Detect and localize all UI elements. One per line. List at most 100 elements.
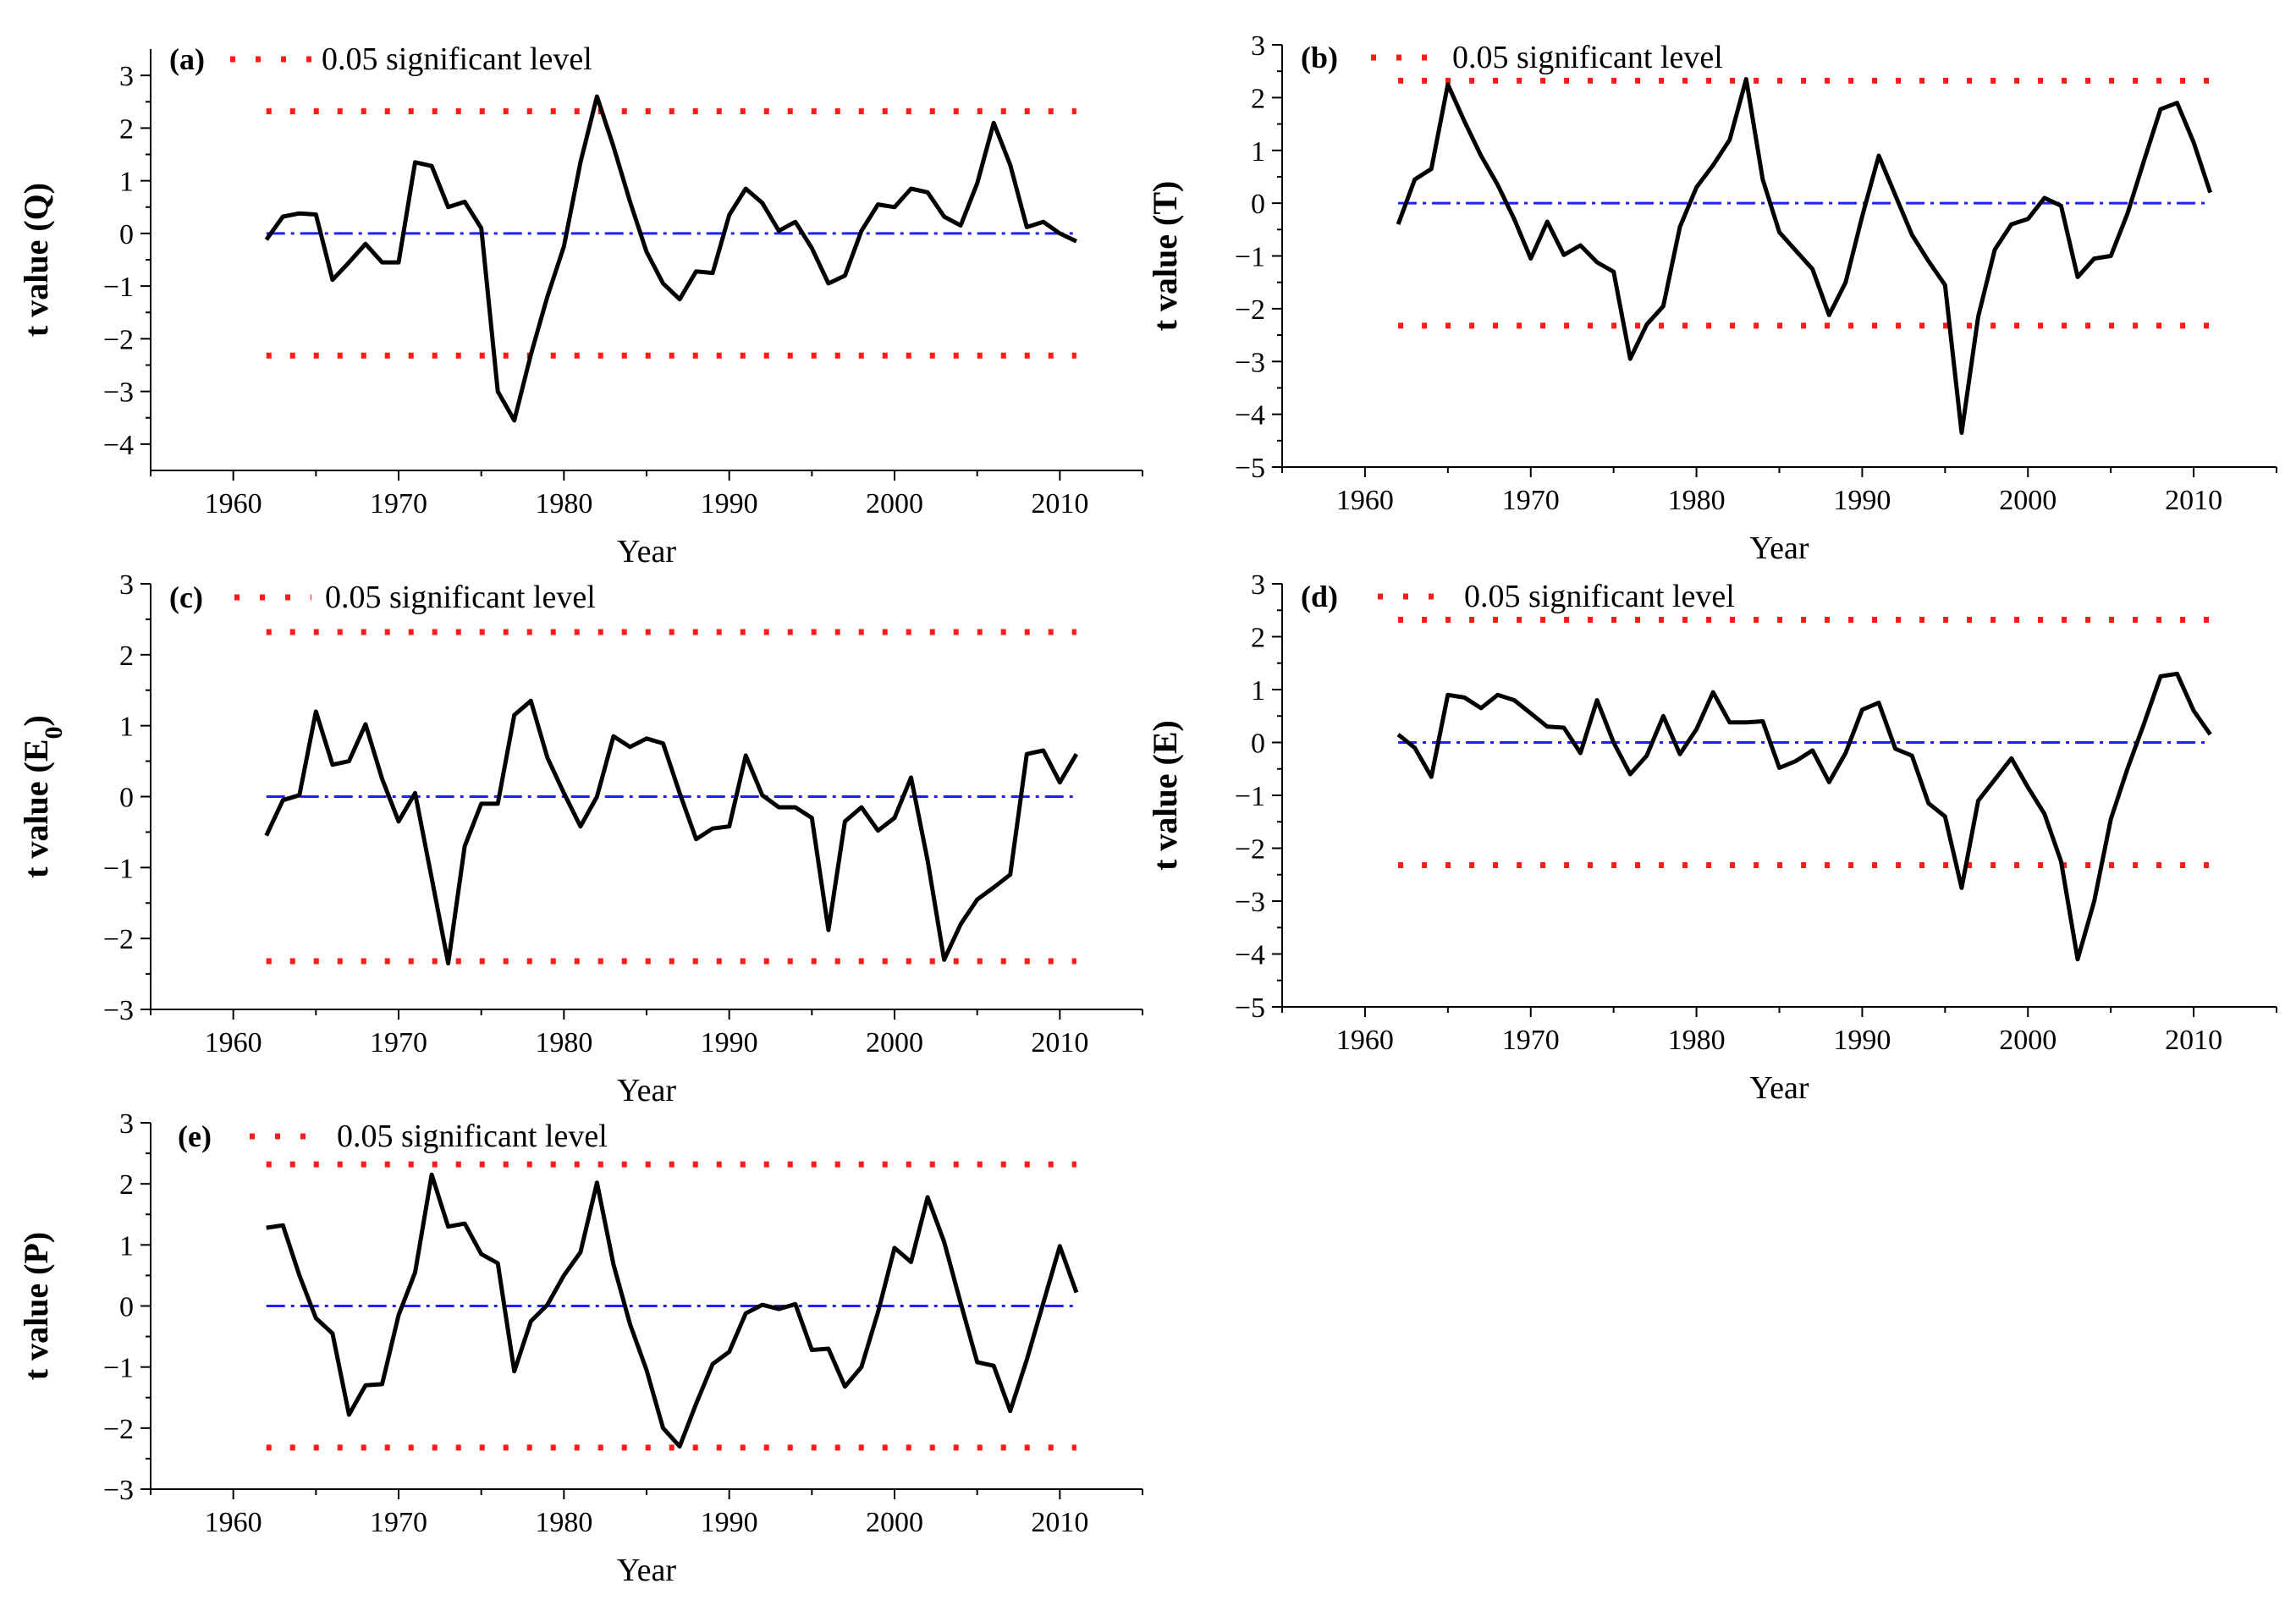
y-tick-label: −2 — [103, 924, 134, 955]
x-tick-label: 1980 — [535, 488, 592, 520]
x-tick-label: 1990 — [701, 488, 758, 520]
y-tick-label: 2 — [119, 113, 134, 145]
y-tick-label: 2 — [119, 641, 134, 672]
y-axis-title: t value (P) — [17, 1232, 55, 1381]
x-tick-label: 1970 — [1502, 1025, 1560, 1056]
x-tick-label: 1990 — [701, 1027, 758, 1058]
legend-label: 0.05 significant level — [322, 41, 592, 77]
panel-c: −3 −2 −1 0 1 2 3 1960 1970 1980 1990 2000 2010 Year t … — [17, 569, 1143, 1108]
x-tick-label: 1970 — [1502, 485, 1560, 516]
legend-label: 0.05 significant level — [1464, 579, 1735, 614]
y-tick-label: 2 — [119, 1169, 134, 1201]
x-axis-title: Year — [617, 1553, 676, 1588]
panel-tag: (d) — [1301, 580, 1338, 613]
x-tick-label: 1990 — [701, 1507, 758, 1538]
y-tick-label: 0 — [119, 219, 134, 250]
y-tick-label: 0 — [1251, 189, 1265, 220]
x-tick-label: 1960 — [205, 1507, 262, 1538]
y-tick-label: −1 — [1235, 242, 1265, 273]
y-tick-label: −4 — [1235, 940, 1265, 971]
y-tick-label: −1 — [103, 1353, 134, 1384]
panel-a: −4 −3 −2 −1 0 1 2 3 1960 1970 1980 1990 2000 2010 Year… — [17, 41, 1143, 569]
x-tick-label: 2000 — [866, 1027, 923, 1058]
y-tick-label: 1 — [119, 1230, 134, 1262]
y-tick-label: 3 — [119, 61, 134, 92]
series-line — [264, 698, 1079, 965]
x-tick-label: 2010 — [2165, 485, 2222, 516]
x-tick-label: 1970 — [370, 488, 427, 520]
x-tick-label: 1980 — [535, 1507, 592, 1538]
y-tick-label: −5 — [1235, 453, 1265, 484]
series-line — [264, 94, 1077, 423]
y-tick-label: 2 — [1251, 623, 1265, 654]
y-tick-label: −4 — [103, 430, 134, 461]
legend-label: 0.05 significant level — [337, 1119, 608, 1154]
y-tick-label: 0 — [119, 1292, 134, 1323]
x-axis-title: Year — [617, 534, 676, 569]
y-tick-label: 1 — [1251, 136, 1265, 168]
y-axis-title: t value (E) — [1146, 720, 1184, 871]
x-tick-label: 1990 — [1833, 1025, 1891, 1056]
x-axis-title: Year — [617, 1073, 676, 1108]
y-axis-title: t value (E0) — [17, 715, 68, 878]
panel-tag: (e) — [178, 1119, 212, 1153]
y-tick-label: −5 — [1235, 992, 1265, 1024]
x-tick-label: 2000 — [1999, 485, 2056, 516]
y-tick-label: 1 — [1251, 675, 1265, 707]
x-tick-label: 1960 — [1336, 485, 1394, 516]
x-tick-label: 2000 — [1999, 1025, 2056, 1056]
y-tick-label: −3 — [1235, 347, 1265, 378]
y-tick-label: 3 — [119, 1108, 134, 1140]
x-tick-label: 2000 — [866, 488, 923, 520]
x-tick-label: 1990 — [1833, 485, 1891, 516]
y-tick-label: −3 — [103, 1475, 134, 1506]
y-tick-label: 1 — [119, 712, 134, 743]
y-tick-label: 3 — [119, 569, 134, 601]
x-tick-label: 1980 — [535, 1027, 592, 1058]
y-tick-label: 1 — [119, 167, 134, 198]
y-tick-label: −1 — [103, 853, 134, 884]
panel-tag: (a) — [169, 42, 205, 76]
y-axis-title: t value (T) — [1146, 181, 1184, 332]
x-tick-label: 2010 — [1031, 488, 1088, 520]
x-tick-label: 2010 — [1031, 1027, 1088, 1058]
y-tick-label: −2 — [103, 324, 134, 355]
panel-tag: (b) — [1301, 41, 1338, 74]
y-tick-label: 0 — [1251, 729, 1265, 760]
y-tick-label: 0 — [119, 783, 134, 814]
y-tick-label: −2 — [1235, 834, 1265, 866]
x-tick-label: 1970 — [370, 1507, 427, 1538]
x-tick-label: 1970 — [370, 1027, 427, 1058]
x-tick-label: 2010 — [2165, 1025, 2222, 1056]
y-tick-label: −2 — [103, 1414, 134, 1445]
x-tick-label: 1960 — [205, 488, 262, 520]
legend-label: 0.05 significant level — [325, 580, 596, 615]
y-tick-label: −3 — [103, 995, 134, 1026]
y-tick-label: −1 — [103, 272, 134, 303]
x-tick-label: 1960 — [205, 1027, 262, 1058]
panel-b: −5 −4 −3 −2 −1 0 1 2 3 1960 1970 1980 1990 2000 2010 Ye… — [1146, 30, 2277, 566]
x-tick-label: 1960 — [1336, 1025, 1394, 1056]
y-tick-label: 3 — [1251, 569, 1265, 601]
y-tick-label: −2 — [1235, 294, 1265, 326]
y-axis-title: t value (Q) — [17, 183, 55, 337]
series-line — [266, 1172, 1079, 1449]
y-tick-label: −4 — [1235, 400, 1265, 432]
y-tick-label: 2 — [1251, 83, 1265, 114]
x-axis-title: Year — [1749, 1070, 1809, 1106]
y-tick-label: 3 — [1251, 30, 1265, 62]
x-tick-label: 2010 — [1031, 1507, 1088, 1538]
panel-e: −3 −2 −1 0 1 2 3 1960 1970 1980 1990 2000 2010 Year t … — [17, 1108, 1143, 1588]
x-axis-title: Year — [1749, 531, 1809, 566]
x-tick-label: 1980 — [1668, 485, 1726, 516]
legend-label: 0.05 significant level — [1452, 40, 1723, 75]
series-line — [1396, 671, 2212, 962]
x-tick-label: 2000 — [866, 1507, 923, 1538]
y-tick-label: −3 — [1235, 887, 1265, 918]
series-line — [1396, 77, 2213, 435]
x-tick-label: 1980 — [1668, 1025, 1726, 1056]
panel-tag: (c) — [169, 580, 203, 614]
panel-d: −5 −4 −3 −2 −1 0 1 2 3 1960 1970 1980 1990 2000 2010 Ye… — [1146, 569, 2277, 1106]
y-tick-label: −3 — [103, 377, 134, 409]
